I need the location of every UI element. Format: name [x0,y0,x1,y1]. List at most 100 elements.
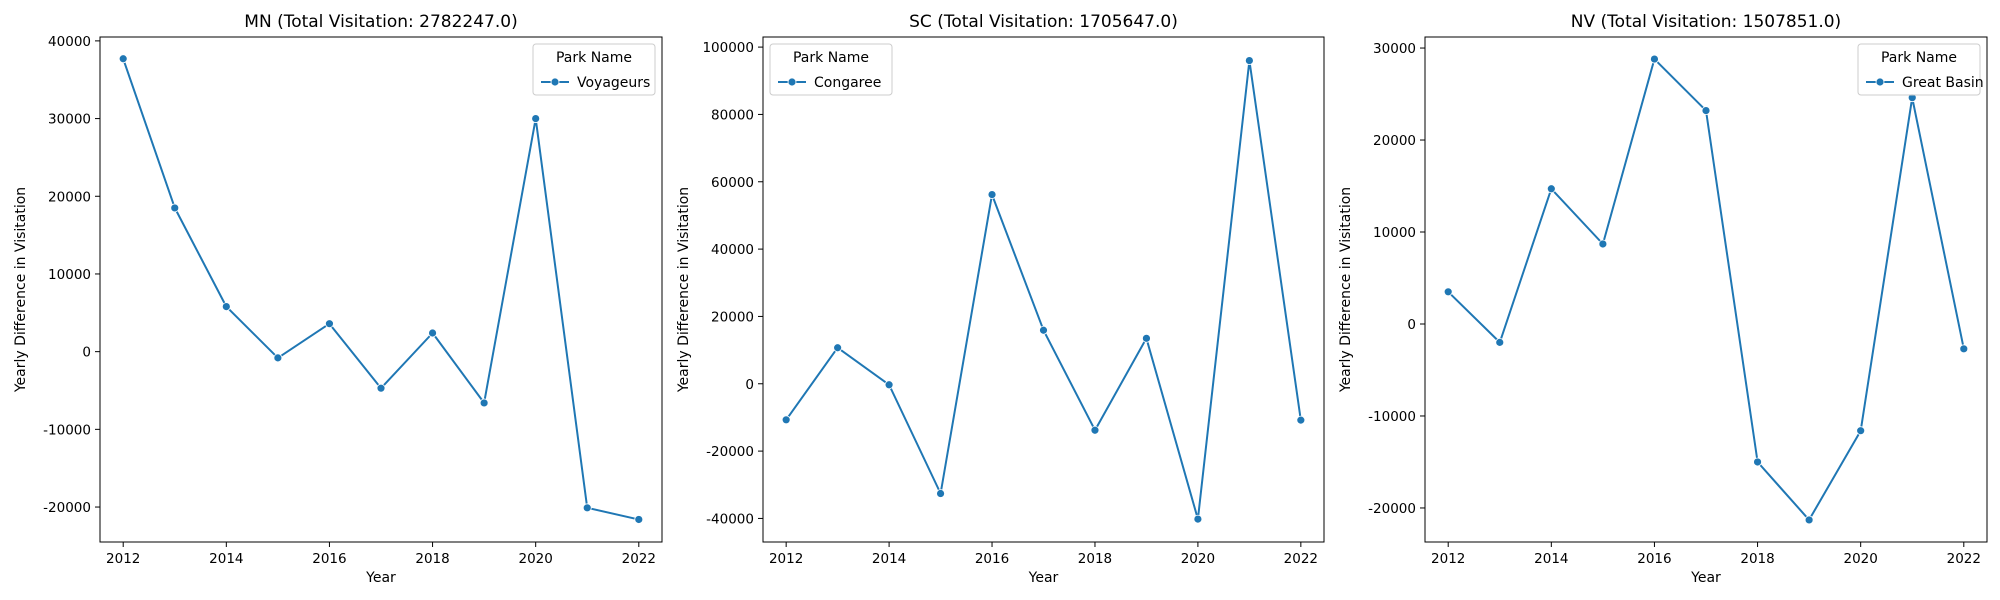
y-tick-label: 60000 [711,175,754,191]
x-axis-label: Year [1028,570,1059,586]
data-point [428,328,437,338]
chart-title: SC (Total Visitation: 1705647.0) [909,12,1178,32]
data-point [1804,515,1814,525]
y-axis-label: Yearly Difference in Visitation [13,187,29,393]
data-point [1495,337,1505,347]
data-point [781,415,791,425]
y-tick-label: 80000 [711,107,754,123]
x-tick-label: 2022 [622,551,656,567]
y-axis-label: Yearly Difference in Visitation [1338,187,1354,393]
legend: Park Name Congaree [769,43,893,96]
y-tick-label: 10000 [48,267,91,283]
data-point [1193,514,1203,524]
x-tick-label: 2020 [1843,551,1877,567]
data-point [1959,344,1969,354]
data-point [1296,415,1306,425]
data-point [884,380,894,390]
legend-title: Park Name [793,50,869,66]
plot-frame [762,36,1325,543]
legend-marker [550,77,560,87]
y-tick-label: 20000 [1373,133,1416,149]
legend: Park Name Great Basin [1857,43,1984,96]
data-point [1701,106,1711,115]
y-tick-label: 100000 [702,40,754,56]
x-tick-label: 2018 [1740,551,1774,567]
data-point [1598,239,1608,249]
data-point [1546,184,1556,194]
legend-title: Park Name [1881,50,1957,66]
data-point [1443,287,1453,297]
x-tick-label: 2014 [209,551,243,567]
y-tick-label: -10000 [1368,409,1416,425]
x-tick-label: 2018 [1078,551,1112,567]
data-point [479,398,489,408]
y-tick-label: 20000 [48,189,91,205]
data-point [833,343,843,353]
data-point [1142,333,1151,343]
x-axis-label: Year [1690,570,1721,586]
x-tick-label: 2014 [1534,551,1568,567]
y-tick-label: -20000 [706,444,754,460]
x-tick-label: 2012 [1431,551,1465,567]
chart-panel-2: SC (Total Visitation: 1705647.0) -40000 -2… [676,12,1325,586]
y-axis-label: Yearly Difference in Visitation [676,187,692,393]
legend-label: Voyageurs [577,75,650,91]
plot-frame [99,36,663,543]
y-tick-label: 30000 [1373,41,1416,57]
series-line [1447,58,1965,521]
data-point [987,190,997,199]
legend-label: Great Basin [1902,75,1984,91]
x-tick-label: 2012 [106,551,140,567]
data-point [118,54,128,64]
series-line [122,58,640,521]
y-tick-label: 0 [82,345,91,361]
x-tick-label: 2018 [415,551,449,567]
x-tick-label: 2022 [1284,551,1318,567]
y-tick-label: 30000 [48,112,91,128]
legend-marker [787,77,797,87]
chart-title: NV (Total Visitation: 1507851.0) [1571,12,1841,32]
data-point [1650,54,1659,64]
y-tick-label: -20000 [1368,501,1416,517]
x-tick-label: 2016 [1637,551,1671,567]
legend: Park Name Voyageurs [532,43,656,96]
y-tick-label: 10000 [1373,225,1416,241]
data-point [582,503,592,513]
chart-panel-3: NV (Total Visitation: 1507851.0) -20000 -1… [1338,12,1988,586]
y-tick-label: 40000 [48,34,91,50]
series-line [785,59,1302,521]
data-point [936,489,945,498]
x-tick-label: 2012 [769,551,803,567]
legend-marker [1875,77,1885,87]
y-tick-label: 0 [1407,317,1416,333]
data-point [273,353,283,363]
y-tick-label: 40000 [711,242,754,258]
data-point [376,383,386,393]
data-point [1856,426,1866,436]
data-point [634,515,644,524]
data-point [531,114,541,123]
y-tick-label: 0 [745,377,754,393]
data-point [170,203,180,213]
x-axis-label: Year [365,570,396,586]
y-tick-label: -10000 [43,422,91,438]
chart-title: MN (Total Visitation: 2782247.0) [244,12,517,32]
x-tick-label: 2022 [1947,551,1981,567]
data-point [1753,457,1762,467]
data-point [1090,425,1100,435]
y-tick-label: -20000 [43,500,91,516]
data-point [1039,325,1048,335]
plot-frame [1424,36,1988,543]
x-tick-label: 2020 [518,551,552,567]
x-tick-label: 2016 [975,551,1009,567]
data-point [325,319,334,329]
y-tick-label: 20000 [711,309,754,325]
y-tick-label: -40000 [706,511,754,527]
legend-title: Park Name [556,50,632,66]
data-point [221,302,231,311]
x-tick-label: 2014 [872,551,906,567]
legend-label: Congaree [814,75,881,91]
data-point [1244,56,1254,65]
x-tick-label: 2020 [1181,551,1215,567]
